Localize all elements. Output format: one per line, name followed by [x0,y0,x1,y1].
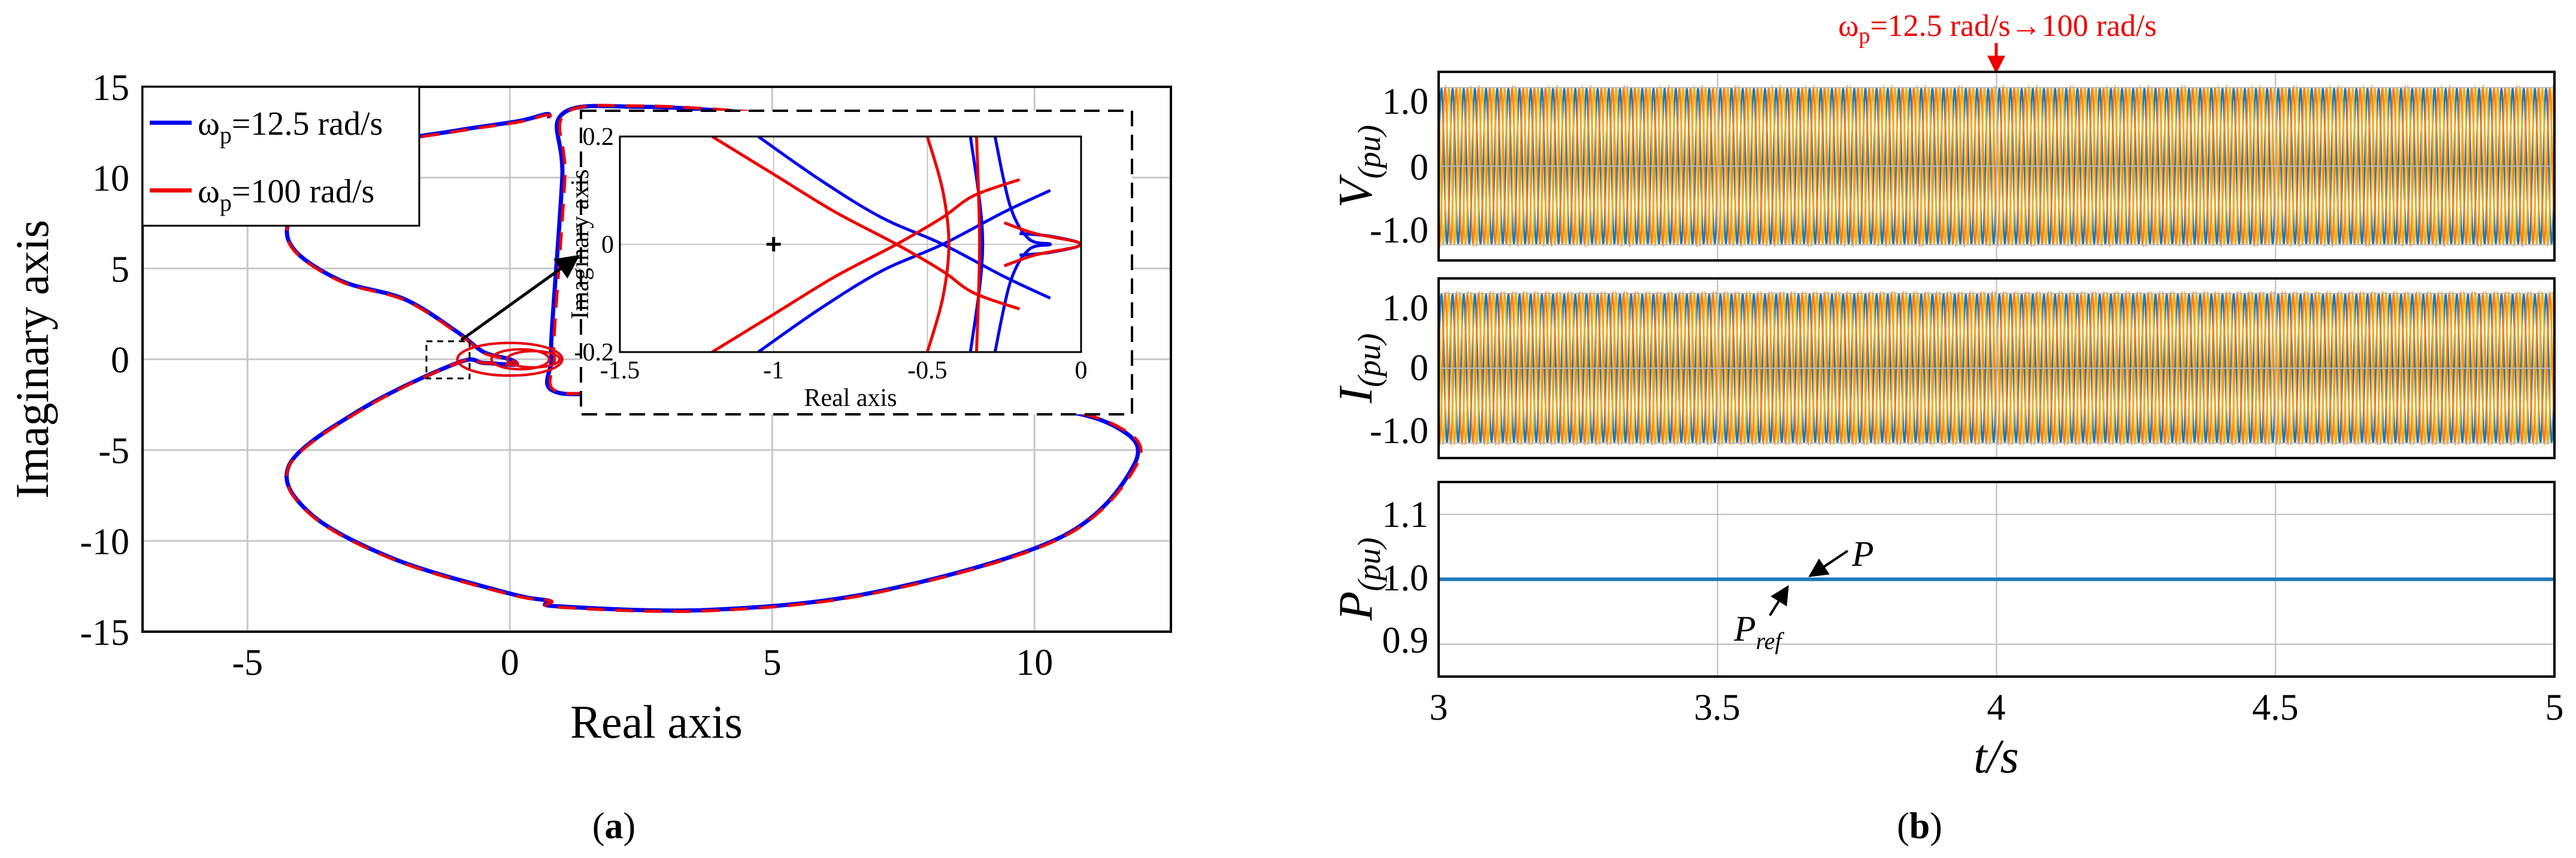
time-xlabel: t/s [1973,730,2019,783]
inset-tick-labels: -1.5 -1 -0.5 0 0.2 0 -0.2 [574,123,1088,384]
nyquist-xtick: 5 [763,642,782,683]
time-xtick-5: 5 [2545,687,2564,728]
power-ytick-top: 1.1 [1382,495,1429,535]
inset-xlabel: Real axis [804,384,897,412]
nyquist-ytick: 0 [111,340,129,381]
panel-a-label: (a) [592,806,635,847]
panel-b-label: (b) [1897,806,1942,847]
inset-curves [711,137,1081,352]
voltage-ylabel: V(pu) [1330,125,1387,208]
inset-curve-red [975,137,982,352]
voltage-ytick-mid: 0 [1410,147,1428,188]
critical-point-marker [766,237,781,251]
pref-pointer [1769,585,1789,617]
nyquist-ylabel: Imaginary axis [6,220,58,499]
current-subplot: 1.0 0 -1.0 I(pu) [1330,277,2556,459]
legend-entry-blue: ωp=12.5 rad/s [198,105,383,148]
nyquist-curves [284,104,1143,613]
inset-axes-box [619,135,1082,353]
nyquist-ytick: 10 [92,159,129,199]
nyquist-ytick: -5 [98,431,129,472]
zoom-region-box [425,340,471,380]
time-response: ωp=12.5 rad/s→100 rad/s 1.0 0 -1.0 V(pu)… [1330,9,2564,847]
legend-entry-red: ωp=100 rad/s [198,173,374,216]
nyquist-ytick: -15 [80,613,129,653]
power-ytick-bottom: 0.9 [1382,620,1429,661]
nyquist-legend: ωp=12.5 rad/s ωp=100 rad/s [141,86,420,227]
nyquist-ytick: 5 [111,249,129,290]
p-label: P [1851,534,1874,574]
zoom-arrow [460,254,580,342]
inset-xtick: 0 [1075,357,1088,384]
current-axes-box [1437,277,2556,459]
inset-frame [580,110,1133,416]
pref-label: Pref [1733,609,1784,654]
time-xtick-3: 3 [1430,687,1448,728]
p-pointer [1808,550,1849,577]
inset-xtick: -1 [763,357,784,384]
inset-ytick: -0.2 [574,339,615,366]
time-xtick-3.5: 3.5 [1694,687,1740,728]
switch-annotation: ωp=12.5 rad/s→100 rad/s [1838,9,2157,48]
voltage-subplot: 1.0 0 -1.0 V(pu) [1330,71,2556,262]
power-ylabel: P(pu) [1330,538,1387,621]
nyquist-origin-loop [505,350,561,369]
voltage-axes-box [1437,71,2556,262]
inset-curve-red [1003,221,1081,268]
nyquist-axes-box [141,86,1172,633]
inset-xtick: -0.5 [907,357,948,384]
current-ylabel: I(pu) [1330,334,1387,404]
power-axes-box [1437,481,2556,678]
inset-curve-red [711,178,1021,352]
inset-ytick: 0.2 [583,123,615,151]
nyquist-xlabel: Real axis [570,696,743,748]
inset-curve-red [925,137,951,352]
power-subplot: 1.1 1.0 0.9 P(pu) P Pref [1330,481,2556,678]
nyquist-ytick: -10 [80,522,129,562]
current-ytick-bottom: -1.0 [1370,411,1428,451]
time-xtick-4: 4 [1987,687,2006,728]
nyquist-xtick: 0 [501,642,519,683]
nyquist-ytick: 15 [92,68,129,108]
voltage-ytick-top: 1.0 [1382,81,1429,122]
inset-curve-red [711,137,1021,311]
inset-curve-blue [757,137,1051,300]
current-ytick-mid: 0 [1410,348,1428,389]
inset-ylabel: Imaginary axis [567,169,594,320]
inset-xtick: -1.5 [600,357,640,384]
inset-ytick: 0 [601,231,614,259]
power-ytick-mid: 1.0 [1382,558,1429,599]
inset-curve-blue [757,189,1051,352]
time-xtick-4.5: 4.5 [2252,687,2299,728]
nyquist-xtick: -5 [232,642,263,683]
nyquist-inset: -1.5 -1 -0.5 0 0.2 0 -0.2 Real axis Imaginary … [567,123,1088,412]
nyquist-curve-red [285,104,1143,613]
nyquist-xtick: 10 [1016,642,1053,683]
current-ytick-top: 1.0 [1382,288,1429,329]
nyquist-origin-loop [490,348,550,371]
voltage-ytick-bottom: -1.0 [1370,210,1428,251]
inset-curve-blue [993,137,1052,352]
inset-curve-blue [968,137,985,352]
nyquist-origin-loop [456,341,564,377]
